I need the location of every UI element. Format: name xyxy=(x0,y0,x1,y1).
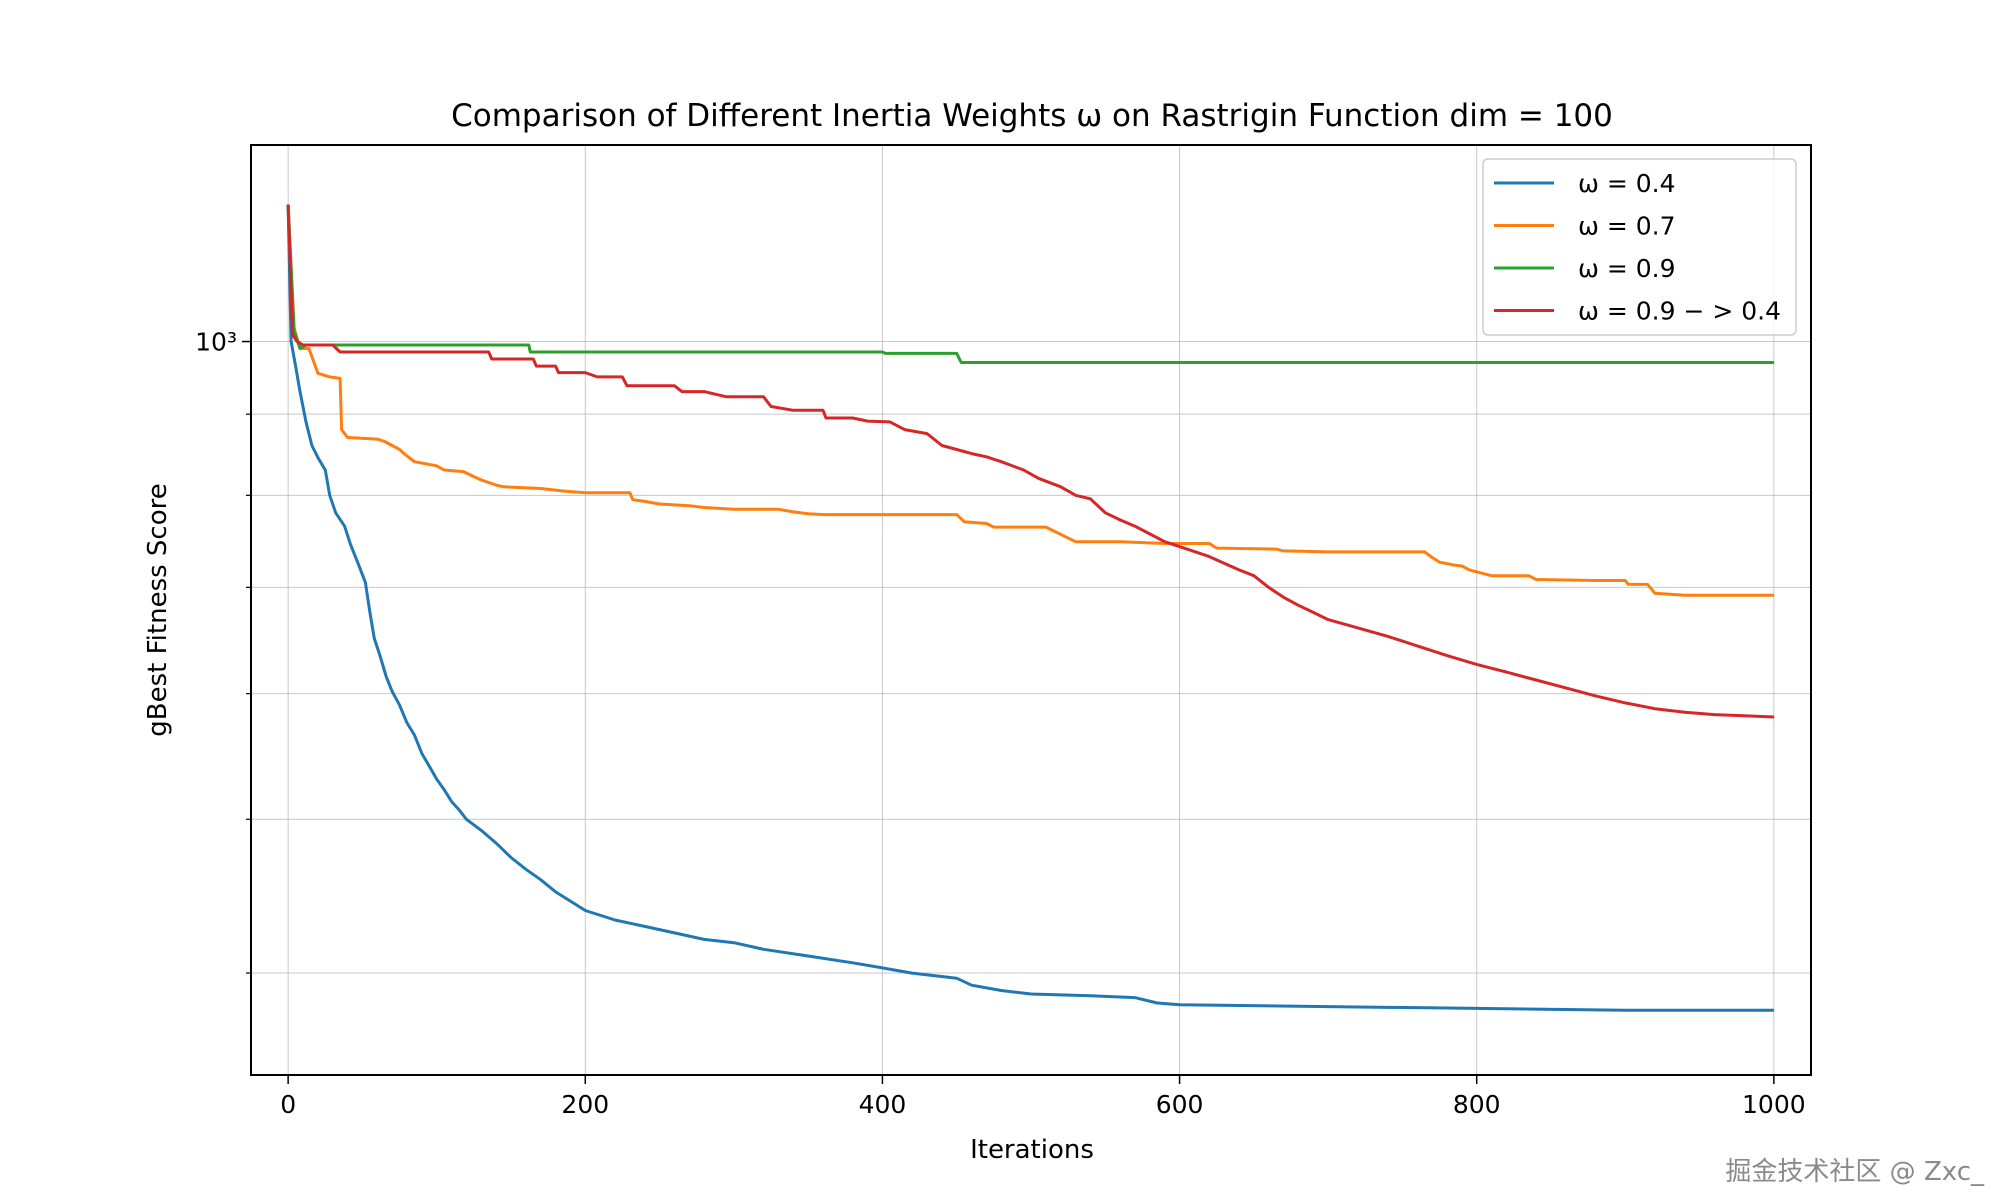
legend-label-1: ω = 0.4 xyxy=(1578,169,1676,198)
series-line-3 xyxy=(286,204,1774,364)
legend-label-3: ω = 0.9 xyxy=(1578,254,1676,283)
watermark-text: 掘金技术社区 @ Zxc_ xyxy=(1725,1157,1984,1187)
x-axis: 0 200 400 600 800 1000 xyxy=(280,1075,1806,1119)
legend-box xyxy=(1482,158,1797,336)
legend-label-4: ω = 0.9 − > 0.4 xyxy=(1578,297,1781,326)
series-line-2 xyxy=(286,204,1774,597)
legend-label-2: ω = 0.7 xyxy=(1578,212,1676,241)
x-tick-label: 400 xyxy=(859,1090,907,1119)
series-line-4 xyxy=(286,204,1774,719)
legend: ω = 0.4 ω = 0.7 ω = 0.9 ω = 0.9 − > 0.4 xyxy=(1482,158,1797,336)
x-tick-label: 800 xyxy=(1453,1090,1501,1119)
y-tick-label: 10³ xyxy=(195,328,237,357)
y-axis: 10³ xyxy=(195,328,251,974)
y-axis-label: gBest Fitness Score xyxy=(143,483,173,736)
x-tick-label: 0 xyxy=(280,1090,296,1119)
x-tick-label: 600 xyxy=(1156,1090,1204,1119)
x-tick-label: 1000 xyxy=(1742,1090,1806,1119)
series-layer xyxy=(286,204,1774,1012)
x-axis-label: Iterations xyxy=(970,1135,1094,1165)
plot-frame xyxy=(250,144,1812,1076)
series-line-1 xyxy=(286,204,1774,1012)
chart-title: Comparison of Different Inertia Weights … xyxy=(451,98,1613,134)
x-tick-label: 200 xyxy=(561,1090,609,1119)
